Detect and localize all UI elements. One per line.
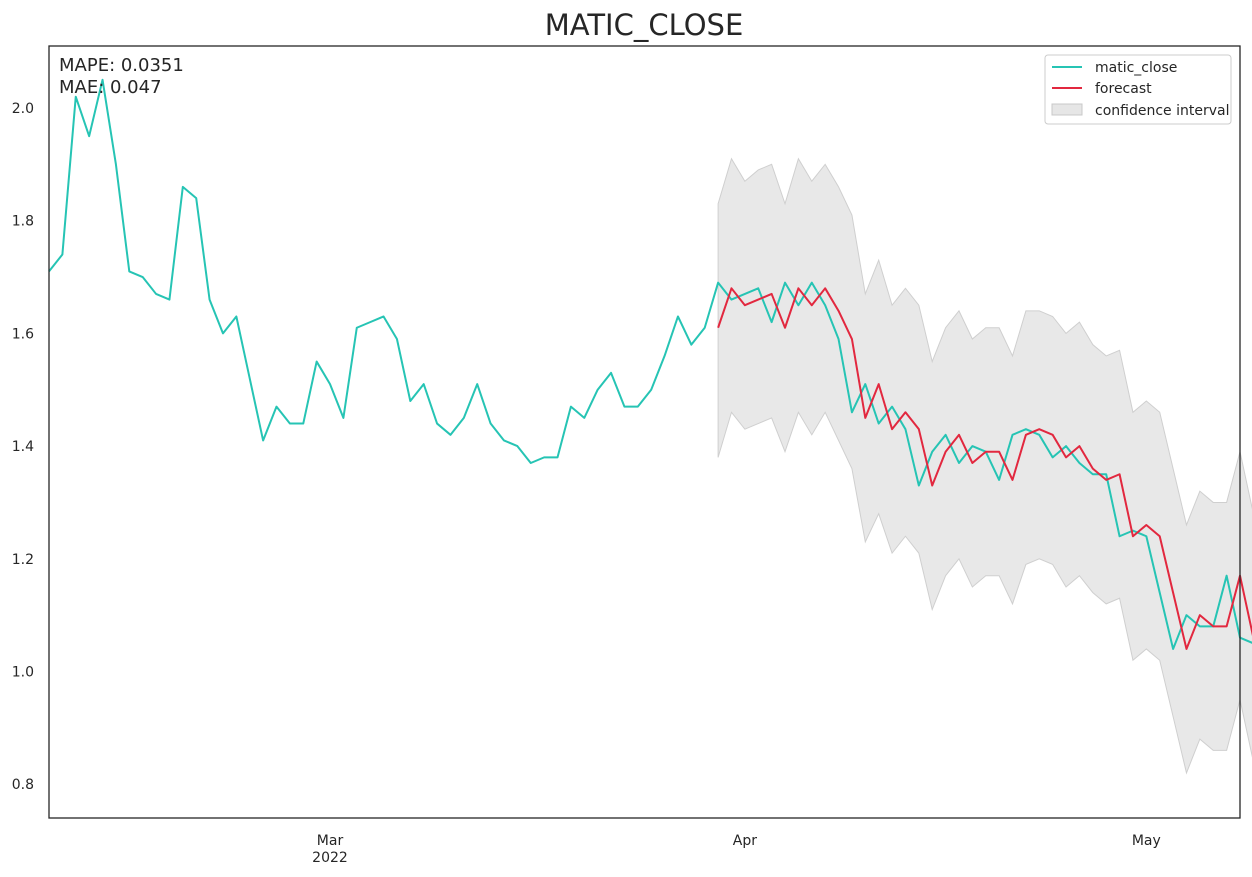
y-tick-label: 1.6 <box>12 326 34 342</box>
series-line-forecast <box>717 287 1252 650</box>
plot-area <box>48 78 1252 775</box>
y-tick-label: 1.0 <box>12 665 34 681</box>
y-tick-label: 1.8 <box>12 214 34 230</box>
legend-label-confidence-interval: confidence interval <box>1095 103 1229 119</box>
y-tick-label: 0.8 <box>12 777 34 793</box>
mae-annotation: MAE: 0.047 <box>59 77 162 98</box>
chart-title: MATIC_CLOSE <box>545 8 744 42</box>
series-line-matic-close <box>48 78 1252 650</box>
legend-label-matic-close: matic_close <box>1095 60 1177 76</box>
legend-swatch-confidence-interval <box>1051 103 1083 116</box>
x-tick-label: Mar <box>317 833 344 849</box>
x-tick-label: May <box>1132 833 1161 849</box>
legend-label-forecast: forecast <box>1095 81 1152 97</box>
y-tick-label: 2.0 <box>12 101 34 117</box>
x-tick-label: Apr <box>733 833 757 849</box>
y-tick-label: 1.4 <box>12 439 34 455</box>
y-tick-label: 1.2 <box>12 552 34 568</box>
legend: matic_close forecast confidence interval <box>1044 54 1232 125</box>
legend-box <box>1044 54 1232 125</box>
y-axis-ticks: 0.8 1.0 1.2 1.4 1.6 1.8 2.0 <box>12 101 34 793</box>
x-tick-sublabel: 2022 <box>312 850 348 866</box>
plot-frame <box>48 45 1241 819</box>
confidence-interval-band <box>717 157 1252 775</box>
mape-annotation: MAPE: 0.0351 <box>59 55 184 76</box>
